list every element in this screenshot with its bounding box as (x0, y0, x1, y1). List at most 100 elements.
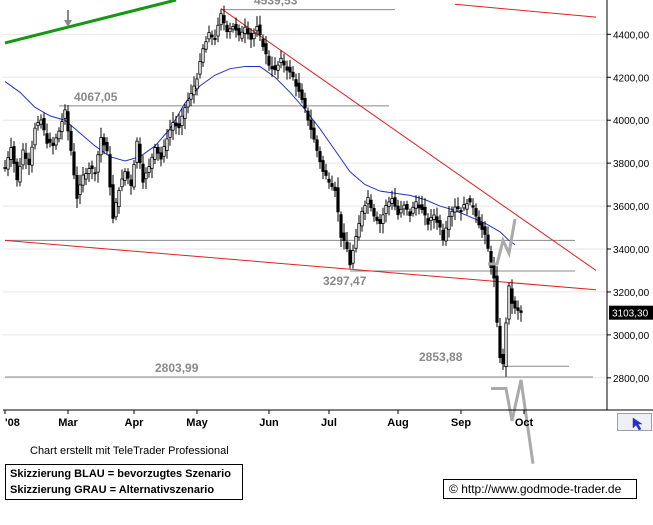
price-bar-body (393, 197, 397, 207)
x-axis-ticks: '08 Mar Apr May Jun Jul Aug Sep Oct (4, 410, 534, 429)
price-bars (3, 5, 523, 377)
last-price-marker: 3103,30 (609, 305, 653, 320)
price-bar-body (360, 210, 364, 227)
price-bar-body (414, 201, 418, 209)
price-bar-body (447, 216, 451, 231)
price-bar-body (408, 211, 412, 216)
price-bar-body (78, 184, 82, 195)
price-bar-body (75, 174, 79, 199)
price-bar-body (9, 147, 13, 160)
price-bar-body (231, 26, 235, 30)
price-bar-body (102, 137, 106, 146)
price-bar-body (306, 110, 310, 121)
moving-average-line (4, 66, 516, 246)
price-bar-body (270, 66, 274, 70)
price-bar-body (513, 300, 517, 309)
price-bar-body (303, 97, 307, 109)
price-bar-body (363, 205, 367, 214)
price-bar-body (345, 241, 349, 250)
price-bar-body (159, 152, 163, 160)
last-price-label: 3103,30 (612, 309, 649, 320)
resistance-line (220, 8, 597, 271)
price-bar-body (339, 214, 343, 238)
price-bar-body (141, 163, 145, 183)
price-bar-body (39, 119, 43, 125)
price-bar-body (213, 37, 217, 41)
marker-arrow-head (64, 20, 72, 27)
price-bar-body (444, 227, 448, 242)
price-bar-body (108, 154, 112, 188)
price-bar-body (66, 111, 70, 132)
level-labels: 4539,53 4067,05 3297,47 2853,88 2803,99 (64, 0, 463, 375)
price-bar-body (399, 208, 403, 214)
price-bar-body (180, 115, 184, 127)
price-bar-body (324, 170, 328, 176)
price-bar-body (228, 28, 232, 33)
price-bar-body (489, 250, 493, 269)
price-bar-body (195, 78, 199, 90)
price-bar-body (129, 179, 133, 187)
scenario-sketches (488, 218, 535, 464)
source-link[interactable]: © http://www.godmode-trader.de (443, 479, 637, 499)
y-tick-label: 2800,00 (613, 374, 650, 385)
price-bar-body (450, 210, 454, 217)
moving-average (4, 66, 516, 246)
price-bar-body (63, 109, 67, 119)
grid (3, 33, 607, 379)
price-bar-body (516, 307, 520, 311)
price-bar-body (285, 66, 289, 71)
x-tick-label: Jun (259, 417, 279, 429)
price-bar-body (42, 118, 46, 131)
price-bar-body (342, 232, 346, 242)
price-bar-body (27, 158, 31, 166)
price-bar-body (483, 226, 487, 235)
price-bar-body (99, 137, 103, 156)
x-tick-label: May (186, 417, 208, 429)
y-tick-label: 3000,00 (613, 331, 650, 342)
price-levels (5, 9, 593, 378)
price-bar-body (57, 130, 61, 140)
price-bar-body (498, 325, 502, 358)
price-bar-body (258, 24, 262, 36)
x-tick-label: Jul (321, 417, 337, 429)
price-bar-body (405, 204, 409, 210)
price-bar-body (45, 133, 49, 144)
price-bar-body (492, 264, 496, 279)
price-bar-body (3, 167, 7, 169)
price-bar-body (207, 32, 211, 40)
price-bar-body (456, 206, 460, 210)
level-label: 4067,05 (74, 90, 118, 104)
price-bar-body (234, 23, 238, 31)
price-bar-body (291, 71, 295, 78)
price-bar-body (288, 66, 292, 73)
level-label: 2853,88 (419, 350, 463, 364)
price-bar-body (438, 220, 442, 228)
price-bar-body (495, 275, 499, 323)
price-bar-body (204, 41, 208, 50)
price-bar-body (429, 216, 433, 222)
price-bar-body (411, 206, 415, 214)
price-bar-body (156, 146, 160, 154)
price-bar-body (84, 173, 88, 180)
price-bar-body (294, 79, 298, 87)
copyright-icon: © (449, 482, 458, 496)
price-bar-body (117, 190, 121, 208)
price-bar-body (477, 216, 481, 226)
y-tick-label: 3600,00 (613, 202, 650, 213)
chart-settings-button[interactable] (617, 413, 652, 431)
price-bar-body (183, 107, 187, 119)
y-tick-label: 4200,00 (613, 73, 650, 84)
price-bar-body (225, 24, 229, 33)
price-bar-body (501, 354, 505, 365)
price-bar-body (54, 137, 58, 146)
axes (3, 0, 653, 411)
cursor-icon (632, 417, 643, 431)
price-bar-body (237, 28, 241, 36)
price-bar-body (168, 129, 172, 138)
price-bar-body (24, 152, 28, 159)
price-bar-body (378, 219, 382, 224)
price-bar-body (267, 55, 271, 66)
price-bar-body (282, 60, 286, 66)
price-bar-body (351, 250, 355, 264)
price-bar-body (318, 151, 322, 163)
